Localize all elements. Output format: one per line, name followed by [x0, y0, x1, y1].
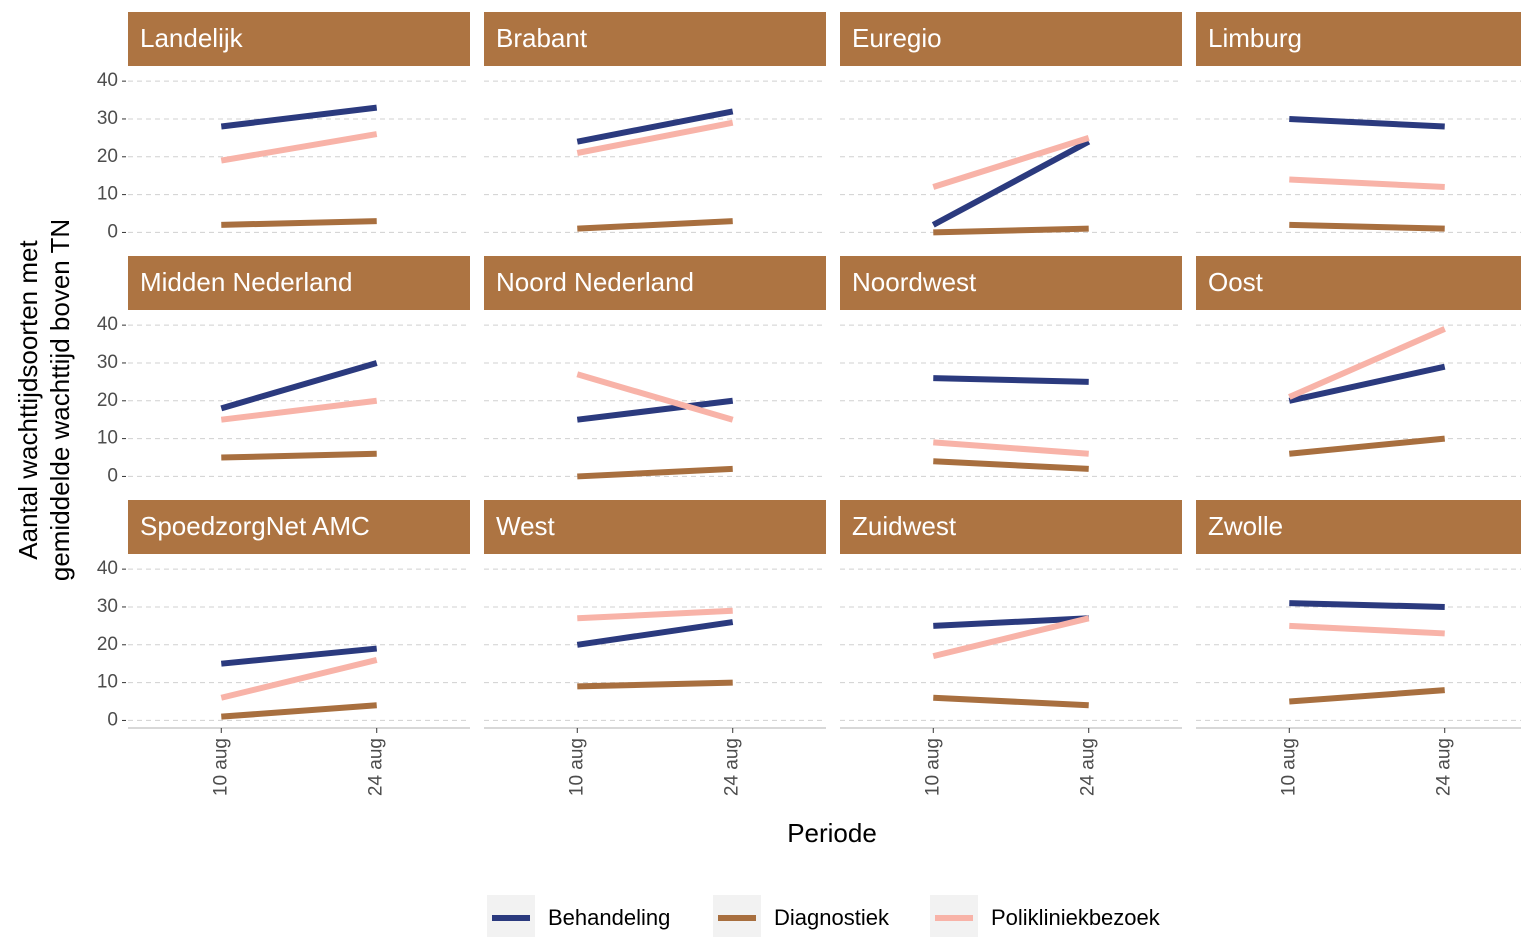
facet-strip — [840, 256, 1182, 310]
series-line — [933, 458, 1089, 472]
series-line — [1288, 326, 1446, 400]
series-line — [931, 139, 1091, 228]
y-tick-label: 30 — [97, 108, 118, 129]
legend-label: Behandeling — [548, 905, 670, 930]
facet-title: SpoedzorgNet AMC — [140, 511, 370, 541]
series-line — [220, 656, 378, 701]
facet-title: Brabant — [496, 23, 588, 53]
facet-title: Noordwest — [852, 267, 977, 297]
series-line — [1289, 622, 1445, 637]
y-axis-label: gemiddelde wachttijd boven TN — [45, 219, 75, 581]
series-line — [1288, 435, 1446, 457]
facet-title: Zuidwest — [852, 511, 957, 541]
series-line — [1289, 687, 1445, 705]
y-tick-label: 10 — [97, 428, 118, 449]
series-line — [576, 397, 734, 423]
facet-strip — [128, 500, 470, 554]
y-tick-label: 40 — [97, 70, 118, 91]
x-axis-label: Periode — [787, 818, 877, 848]
y-tick-label: 40 — [97, 558, 118, 579]
series-line — [1289, 115, 1445, 130]
series-line — [221, 702, 377, 720]
series-line — [933, 375, 1089, 385]
facet-strip — [840, 12, 1182, 66]
series-line — [576, 371, 734, 423]
series-line — [932, 615, 1090, 660]
y-tick-label: 10 — [97, 184, 118, 205]
y-tick-label: 20 — [97, 146, 118, 167]
x-tick-label: 10 aug — [210, 738, 231, 796]
series-line — [577, 679, 733, 690]
series-line — [220, 131, 378, 164]
series-line — [933, 225, 1089, 236]
facet-strip — [128, 256, 470, 310]
series-line — [1289, 600, 1445, 610]
facet-strip — [1196, 500, 1521, 554]
series-line — [220, 104, 378, 130]
series-line — [220, 360, 378, 412]
series-line — [577, 465, 733, 480]
facet-strip — [1196, 12, 1521, 66]
y-tick-label: 0 — [107, 465, 118, 486]
series-line — [220, 397, 378, 423]
x-tick-label: 10 aug — [566, 738, 587, 796]
y-tick-label: 30 — [97, 352, 118, 373]
facet-title: Zwolle — [1208, 511, 1283, 541]
series-line — [221, 450, 377, 461]
facet-strip — [128, 12, 470, 66]
series-line — [1288, 363, 1446, 404]
x-tick-label: 24 aug — [722, 738, 743, 796]
series-line — [576, 108, 734, 145]
facet-title: Euregio — [852, 23, 942, 53]
series-line — [933, 439, 1089, 457]
x-tick-label: 10 aug — [1278, 738, 1299, 796]
facet-strip — [840, 500, 1182, 554]
y-tick-label: 10 — [97, 672, 118, 693]
x-tick-label: 24 aug — [366, 738, 387, 796]
y-tick-label: 40 — [97, 314, 118, 335]
legend-label: Polikliniekbezoek — [991, 905, 1161, 930]
x-tick-label: 10 aug — [922, 738, 943, 796]
facet-strip — [484, 256, 826, 310]
series-line — [933, 615, 1089, 629]
series-line — [1289, 221, 1445, 232]
y-tick-label: 0 — [107, 221, 118, 242]
series-line — [221, 218, 377, 228]
series-line — [932, 135, 1090, 190]
series-line — [220, 645, 378, 667]
facet-title: Landelijk — [140, 23, 244, 53]
series-line — [1289, 176, 1445, 191]
facet-title: Oost — [1208, 267, 1264, 297]
y-tick-label: 30 — [97, 596, 118, 617]
y-tick-label: 20 — [97, 634, 118, 655]
y-tick-label: 0 — [107, 709, 118, 730]
facet-title: West — [496, 511, 556, 541]
series-line — [576, 119, 734, 156]
facet-strip — [1196, 256, 1521, 310]
legend-label: Diagnostiek — [774, 905, 890, 930]
x-tick-label: 24 aug — [1434, 738, 1455, 796]
series-line — [933, 694, 1089, 709]
y-axis-label: Aantal wachttijdsoorten met — [13, 240, 43, 560]
series-line — [576, 619, 734, 648]
y-tick-label: 20 — [97, 390, 118, 411]
facet-title: Noord Nederland — [496, 267, 694, 297]
x-tick-label: 24 aug — [1078, 738, 1099, 796]
facet-strip — [484, 12, 826, 66]
series-line — [577, 607, 733, 622]
series-line — [577, 218, 733, 232]
facet-title: Limburg — [1208, 23, 1302, 53]
facet-strip — [484, 500, 826, 554]
facet-title: Midden Nederland — [140, 267, 352, 297]
